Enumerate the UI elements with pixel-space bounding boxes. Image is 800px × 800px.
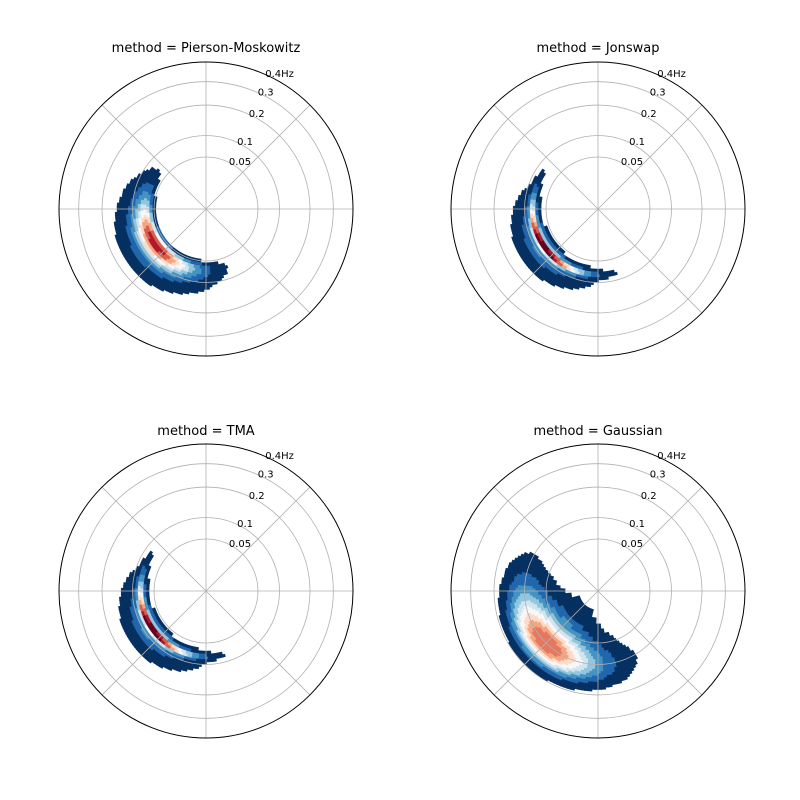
panel-title: method = TMA	[157, 424, 255, 439]
radial-tick-label: 0.05	[621, 539, 643, 550]
radial-tick-label: 0.3	[650, 87, 666, 98]
radial-tick-label: 0.2	[641, 109, 657, 120]
radial-tick-label: 0.05	[229, 539, 251, 550]
radial-tick-label: 0.1	[629, 519, 645, 530]
radial-tick-label: 0.4Hz	[657, 451, 686, 462]
radial-tick-label: 0.05	[229, 157, 251, 168]
angular-gridline	[597, 208, 703, 314]
radial-tick-label: 0.4Hz	[657, 69, 686, 80]
panel-title: method = Pierson-Moskowitz	[112, 41, 301, 56]
polar-panel-4: 0.05 0.1 0.2 0.3 0.4Hz method = Gaussian	[450, 424, 746, 739]
angular-gridline	[101, 208, 207, 314]
radial-tick-label: 0.4Hz	[265, 451, 294, 462]
polar-panel-2: 0.05 0.1 0.2 0.3 0.4Hz method = Jonswap	[450, 41, 746, 357]
angular-gridline	[493, 590, 599, 696]
polar-panel-1: 0.05 0.1 0.2 0.3 0.4Hz method = Pierson-Mosko…	[58, 41, 354, 357]
angular-gridline	[205, 208, 311, 314]
polar-frame	[58, 443, 354, 739]
radial-tick-label: 0.3	[258, 87, 274, 98]
angular-gridline	[597, 104, 703, 210]
angular-gridline	[101, 104, 207, 210]
angular-gridline	[493, 208, 599, 314]
angular-gridline	[205, 486, 311, 592]
angular-gridline	[493, 104, 599, 210]
polar-frame	[450, 443, 746, 739]
radial-tick-label: 0.4Hz	[265, 69, 294, 80]
angular-gridline	[493, 486, 599, 592]
angular-gridline	[597, 590, 703, 696]
radial-tick-label: 0.1	[629, 137, 645, 148]
radial-tick-label: 0.2	[641, 491, 657, 502]
contour-fill	[118, 550, 226, 673]
polar-frame	[450, 61, 746, 357]
radial-tick-label: 0.3	[650, 469, 666, 480]
contour-fill	[113, 166, 229, 296]
angular-gridline	[205, 104, 311, 210]
radial-tick-label: 0.3	[258, 469, 274, 480]
polar-frame	[58, 61, 354, 357]
radial-tick-label: 0.2	[249, 109, 265, 120]
radial-tick-label: 0.2	[249, 491, 265, 502]
panel-title: method = Gaussian	[533, 424, 662, 439]
angular-gridline	[101, 486, 207, 592]
radial-tick-label: 0.1	[237, 519, 253, 530]
angular-gridline	[597, 486, 703, 592]
angular-gridline	[205, 590, 311, 696]
contour-fill	[510, 168, 618, 291]
angular-gridline	[101, 590, 207, 696]
polar-panel-3: 0.05 0.1 0.2 0.3 0.4Hz method = TMA	[58, 424, 354, 739]
radial-tick-label: 0.1	[237, 137, 253, 148]
panel-title: method = Jonswap	[536, 41, 659, 56]
contour-fill	[497, 551, 639, 692]
radial-tick-label: 0.05	[621, 157, 643, 168]
